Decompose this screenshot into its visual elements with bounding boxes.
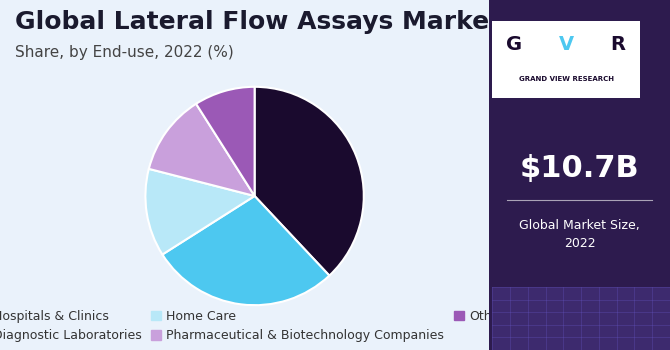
Text: GRAND VIEW RESEARCH: GRAND VIEW RESEARCH [519, 76, 614, 82]
Wedge shape [196, 87, 255, 196]
Text: Share, by End-use, 2022 (%): Share, by End-use, 2022 (%) [15, 46, 233, 61]
Text: Source:
www.grandviewresearch.com: Source: www.grandviewresearch.com [504, 303, 648, 327]
Text: $10.7B: $10.7B [520, 154, 639, 182]
Text: G: G [507, 35, 523, 54]
Wedge shape [149, 104, 255, 196]
Text: V: V [559, 35, 574, 54]
Text: Global Lateral Flow Assays Market: Global Lateral Flow Assays Market [15, 10, 500, 35]
Legend: Hospitals & Clinics, Diagnostic Laboratories, Home Care, Pharmaceutical & Biotec: Hospitals & Clinics, Diagnostic Laborato… [0, 305, 517, 347]
Text: Global Market Size,
2022: Global Market Size, 2022 [519, 219, 640, 250]
Text: R: R [610, 35, 625, 54]
Wedge shape [145, 169, 255, 254]
Wedge shape [255, 87, 364, 275]
Wedge shape [162, 196, 330, 305]
